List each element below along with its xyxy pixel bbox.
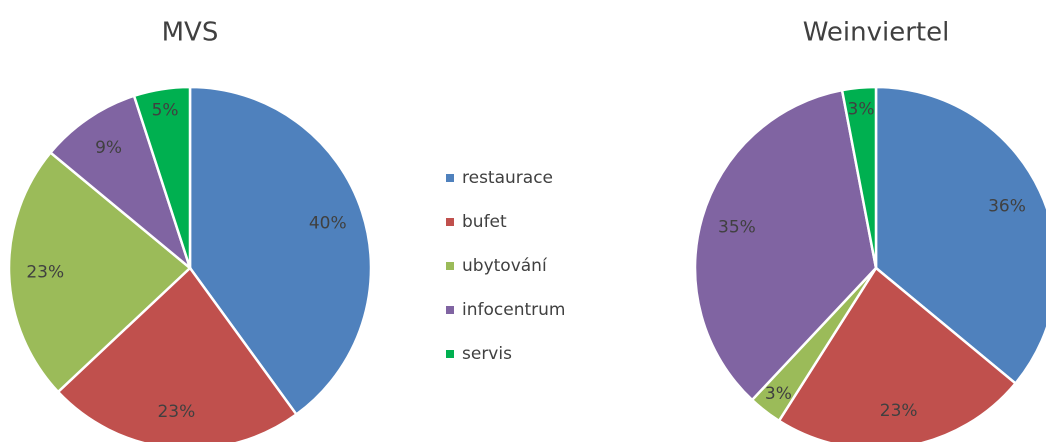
legend-label: bufet [462, 212, 507, 232]
pie-slice [840, 85, 878, 269]
data-label: 23% [26, 263, 64, 283]
pie-slice [777, 266, 1018, 442]
legend-swatch [446, 262, 454, 270]
data-label: 36% [988, 196, 1026, 216]
pie-slice [874, 85, 1046, 386]
pie-slice [693, 88, 878, 402]
chart-title: MVS [162, 18, 219, 48]
pie-slice [48, 94, 193, 272]
pie-slice [7, 150, 192, 394]
data-label: 3% [765, 384, 792, 404]
pie-slice [132, 85, 192, 269]
chart-title: Weinviertel [803, 18, 950, 48]
data-label: 5% [152, 101, 179, 121]
legend-swatch [446, 174, 454, 182]
data-label: 23% [157, 402, 195, 422]
data-label: 35% [718, 218, 756, 238]
data-label: 3% [848, 99, 875, 119]
pie-slice [56, 266, 299, 442]
legend-swatch [446, 306, 454, 314]
data-label: 40% [309, 213, 347, 233]
data-label: 9% [95, 138, 122, 158]
pie-slice [188, 85, 373, 417]
legend-swatch [446, 218, 454, 226]
legend-label: infocentrum [462, 300, 565, 320]
legend-label: restaurace [462, 168, 553, 188]
legend-label: servis [462, 344, 512, 364]
legend-label: ubytování [462, 256, 548, 276]
data-label: 23% [880, 401, 918, 421]
legend-swatch [446, 350, 454, 358]
